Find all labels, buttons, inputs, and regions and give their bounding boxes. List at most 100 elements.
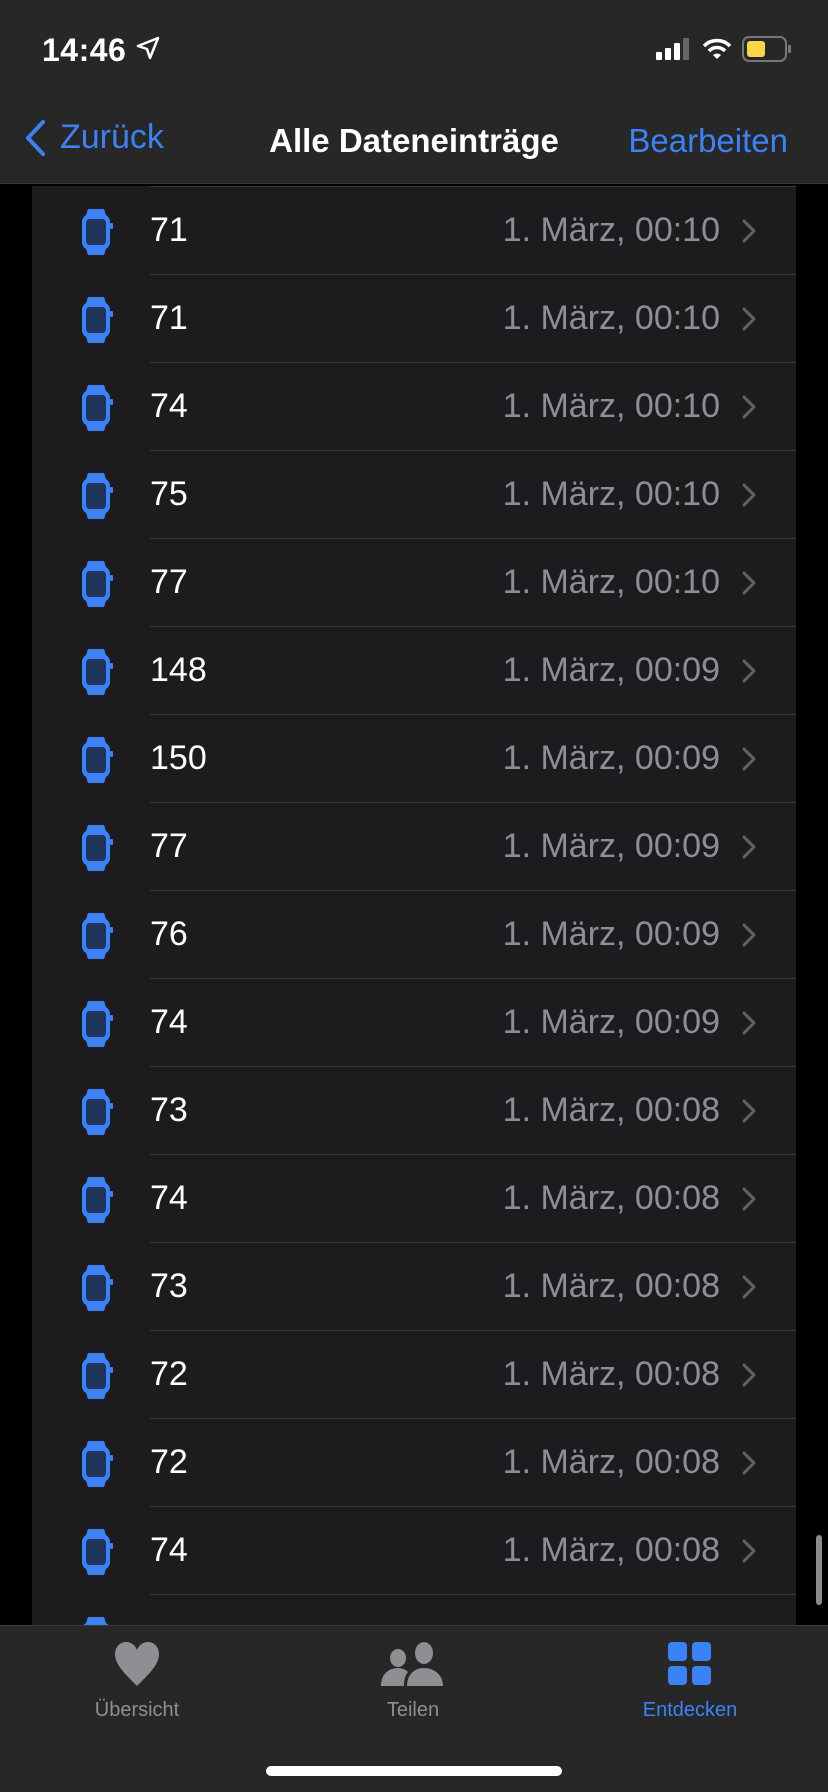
tab-discover[interactable]: Entdecken xyxy=(590,1642,790,1722)
people-icon xyxy=(381,1642,443,1686)
entry-date: 1. März, 00:08 xyxy=(502,1091,720,1129)
watch-icon xyxy=(80,1089,114,1140)
entry-value: 74 xyxy=(150,1179,188,1217)
list-item[interactable]: 71 1. März, 00:10 xyxy=(32,187,796,275)
entry-date: 1. März, 00:10 xyxy=(502,299,720,337)
location-arrow-icon xyxy=(136,36,160,60)
list-item[interactable]: 73 1. März, 00:08 xyxy=(32,1243,796,1331)
entry-date: 1. März, 00:10 xyxy=(502,563,720,601)
scrollbar[interactable] xyxy=(816,1535,822,1605)
tab-share[interactable]: Teilen xyxy=(313,1642,513,1722)
chevron-right-icon xyxy=(742,835,756,864)
home-indicator[interactable] xyxy=(266,1766,562,1776)
watch-icon xyxy=(80,1265,114,1316)
list-item[interactable]: 75 1. März, 00:10 xyxy=(32,451,796,539)
tab-label: Übersicht xyxy=(94,1699,180,1721)
watch-icon xyxy=(80,1441,114,1492)
entry-value: 77 xyxy=(150,563,188,601)
entry-date: 1. März, 00:09 xyxy=(502,739,720,777)
list-item[interactable]: 74 1. März, 00:10 xyxy=(32,363,796,451)
list-item[interactable]: 74 1. März, 00:09 xyxy=(32,979,796,1067)
entry-value: 73 xyxy=(150,1267,188,1305)
list-item[interactable]: 74 1. März, 00:08 xyxy=(32,1155,796,1243)
entry-value: 148 xyxy=(150,651,207,689)
watch-icon xyxy=(80,473,114,524)
entry-date: 1. März, 00:10 xyxy=(502,387,720,425)
chevron-right-icon xyxy=(742,307,756,336)
entry-value: 76 xyxy=(150,915,188,953)
watch-icon xyxy=(80,385,114,436)
list-item[interactable]: 77 1. März, 00:10 xyxy=(32,539,796,627)
watch-icon xyxy=(80,297,114,348)
entry-date: 1. März, 00:09 xyxy=(502,827,720,865)
chevron-right-icon xyxy=(742,1187,756,1216)
list-item[interactable]: 74 1. März, 00:08 xyxy=(32,1507,796,1595)
grid-icon xyxy=(668,1642,711,1685)
data-entries-list: 71 1. März, 00:10 71 1. März, 00:10 74 1… xyxy=(32,186,796,1683)
entry-value: 74 xyxy=(150,1531,188,1569)
wifi-icon xyxy=(702,38,732,59)
list-item[interactable]: 76 1. März, 00:09 xyxy=(32,891,796,979)
edit-button[interactable]: Bearbeiten xyxy=(628,122,788,159)
entry-date: 1. März, 00:08 xyxy=(502,1355,720,1393)
entry-date: 1. März, 00:09 xyxy=(502,915,720,953)
watch-icon xyxy=(80,737,114,788)
separator xyxy=(150,186,796,187)
chevron-right-icon xyxy=(742,219,756,248)
battery-icon xyxy=(742,36,791,62)
tab-bar: Übersicht Teilen Entdecken xyxy=(0,1625,828,1792)
watch-icon xyxy=(80,1353,114,1404)
chevron-right-icon xyxy=(742,483,756,512)
entry-date: 1. März, 00:09 xyxy=(502,651,720,689)
entry-date: 1. März, 00:09 xyxy=(502,1003,720,1041)
chevron-right-icon xyxy=(742,1011,756,1040)
chevron-left-icon xyxy=(26,119,45,156)
entry-date: 1. März, 00:08 xyxy=(502,1179,720,1217)
entry-value: 72 xyxy=(150,1443,188,1481)
entry-value: 150 xyxy=(150,739,207,777)
chevron-right-icon xyxy=(742,1275,756,1304)
chevron-right-icon xyxy=(742,923,756,952)
watch-icon xyxy=(80,913,114,964)
entry-date: 1. März, 00:08 xyxy=(502,1443,720,1481)
watch-icon xyxy=(80,1177,114,1228)
entry-date: 1. März, 00:10 xyxy=(502,475,720,513)
status-icons xyxy=(656,36,792,62)
list-item[interactable]: 150 1. März, 00:09 xyxy=(32,715,796,803)
entry-value: 74 xyxy=(150,1003,188,1041)
chevron-right-icon xyxy=(742,1363,756,1392)
chevron-right-icon xyxy=(742,1099,756,1128)
entry-value: 75 xyxy=(150,475,188,513)
page-title: Alle Dateneinträge xyxy=(269,122,559,159)
back-label: Zurück xyxy=(60,118,164,156)
chevron-right-icon xyxy=(742,1539,756,1568)
entry-date: 1. März, 00:08 xyxy=(502,1531,720,1569)
status-time: 14:46 xyxy=(42,32,127,68)
entry-date: 1. März, 00:10 xyxy=(502,211,720,249)
chevron-right-icon xyxy=(742,571,756,600)
list-item[interactable]: 71 1. März, 00:10 xyxy=(32,275,796,363)
watch-icon xyxy=(80,649,114,700)
entry-value: 72 xyxy=(150,1355,188,1393)
entry-date: 1. März, 00:08 xyxy=(502,1267,720,1305)
entry-value: 71 xyxy=(150,299,188,337)
heart-icon xyxy=(115,1642,159,1686)
tab-overview[interactable]: Übersicht xyxy=(37,1642,237,1722)
signal-icon xyxy=(656,38,689,60)
entry-value: 71 xyxy=(150,211,188,249)
watch-icon xyxy=(80,209,114,260)
watch-icon xyxy=(80,1001,114,1052)
watch-icon xyxy=(80,825,114,876)
list-item[interactable]: 77 1. März, 00:09 xyxy=(32,803,796,891)
entry-value: 74 xyxy=(150,387,188,425)
navigation-bar: Zurück Alle Dateneinträge Bearbeiten xyxy=(0,118,828,164)
chevron-right-icon xyxy=(742,659,756,688)
list-item[interactable]: 73 1. März, 00:08 xyxy=(32,1067,796,1155)
watch-icon xyxy=(80,1529,114,1580)
tab-label: Entdecken xyxy=(642,1699,738,1721)
list-item[interactable]: 72 1. März, 00:08 xyxy=(32,1331,796,1419)
top-bar: 14:46 Zurück Alle Dateneinträge Bearbeit… xyxy=(0,0,828,184)
back-button[interactable]: Zurück xyxy=(24,118,164,157)
list-item[interactable]: 148 1. März, 00:09 xyxy=(32,627,796,715)
list-item[interactable]: 72 1. März, 00:08 xyxy=(32,1419,796,1507)
